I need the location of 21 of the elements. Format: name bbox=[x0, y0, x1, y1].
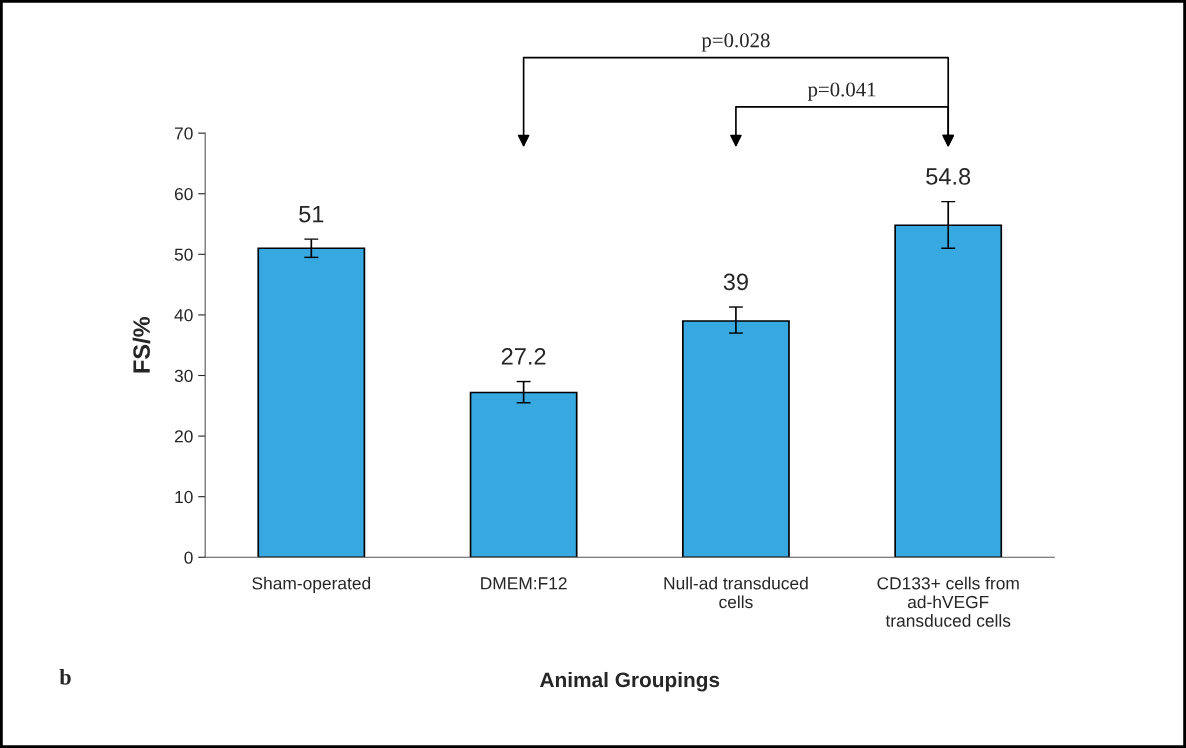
x-axis-title: Animal Groupings bbox=[540, 671, 720, 692]
y-tick-label: 20 bbox=[174, 430, 193, 443]
x-tick-label: DMEM:F12 bbox=[481, 577, 567, 590]
x-tick-label: Null-ad transduced cells bbox=[664, 576, 808, 609]
text: b bbox=[59, 669, 71, 685]
y-tick-label: 50 bbox=[174, 248, 193, 261]
data-label: 54.8 bbox=[926, 168, 971, 185]
text: p=0.041 bbox=[807, 82, 876, 101]
y-tick-label: 40 bbox=[174, 309, 193, 322]
data-label: 39 bbox=[723, 273, 748, 291]
y-tick-label: 10 bbox=[175, 490, 193, 504]
x-tick-label: Sham-operated bbox=[252, 576, 371, 593]
y-tick-label: 30 bbox=[174, 369, 193, 382]
data-label: 51 bbox=[299, 205, 324, 223]
x-tick-label: CD133+ cells from ad-hVEGF transduced cells bbox=[877, 576, 1019, 627]
text: p=0.028 bbox=[701, 33, 770, 52]
y-tick-label: 0 bbox=[184, 551, 193, 564]
y-tick-label: 70 bbox=[174, 127, 193, 140]
y-axis-title: FS/% bbox=[132, 316, 151, 373]
data-label: 27.2 bbox=[501, 348, 546, 365]
y-tick-label: 60 bbox=[174, 187, 193, 201]
